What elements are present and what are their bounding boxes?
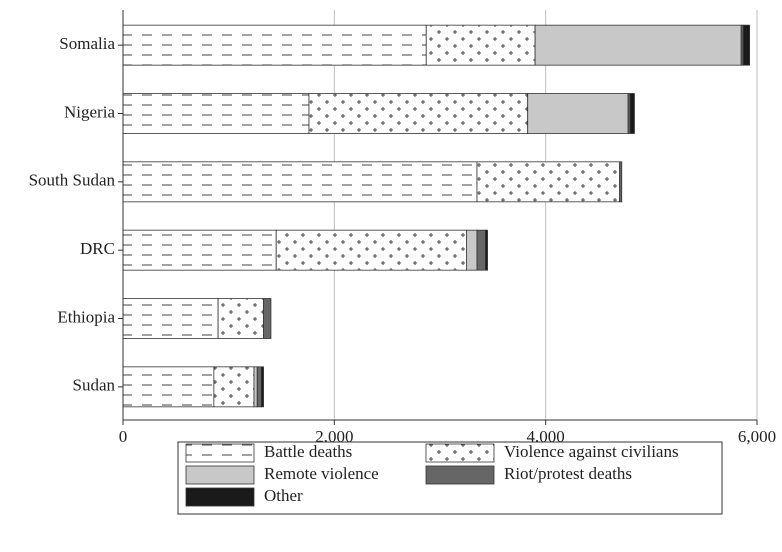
bar-sudan-remote-violence xyxy=(253,366,258,408)
bar-drc-other xyxy=(485,229,488,271)
legend-swatch-violence-against-civilians xyxy=(425,443,495,463)
x-tick-label-3: 6,000 xyxy=(738,427,776,446)
x-tick-label-2: 4,000 xyxy=(527,427,565,446)
bar-ethiopia-violence-against-civilians xyxy=(217,298,264,339)
bar-drc-remote-violence xyxy=(466,229,478,271)
legend-swatch-riot-protest-deaths xyxy=(425,465,495,485)
category-label-drc: DRC xyxy=(80,239,115,258)
bar-drc-riot-protest-deaths xyxy=(476,229,486,271)
legend-label-violence-against-civilians: Violence against civilians xyxy=(504,442,679,461)
grid-lines xyxy=(333,10,758,420)
bar-somalia-battle-deaths xyxy=(122,24,427,66)
bar-somalia-other xyxy=(742,24,751,66)
bar-south-sudan-violence-against-civilians xyxy=(476,161,621,203)
category-label-south-sudan: South Sudan xyxy=(29,171,116,190)
x-tick-label-1: 2,000 xyxy=(315,427,353,446)
bar-ethiopia-riot-protest-deaths xyxy=(263,298,272,339)
bar-south-sudan-battle-deaths xyxy=(122,161,478,203)
legend-swatch-battle-deaths xyxy=(185,443,255,463)
bar-sudan-battle-deaths xyxy=(122,366,215,408)
bar-nigeria-remote-violence xyxy=(527,93,629,134)
x-tick-labels: 0 2,000 4,000 6,000 xyxy=(119,427,776,446)
bar-ethiopia-battle-deaths xyxy=(122,298,219,339)
legend-label-riot-protest-deaths: Riot/protest deaths xyxy=(504,464,632,483)
bars-layer xyxy=(122,24,751,408)
bar-nigeria-violence-against-civilians xyxy=(308,93,529,134)
category-label-sudan: Sudan xyxy=(73,376,116,395)
category-label-nigeria: Nigeria xyxy=(64,102,115,121)
legend-swatch-other xyxy=(185,487,255,507)
bar-somalia-violence-against-civilians xyxy=(425,24,536,66)
bar-nigeria-battle-deaths xyxy=(122,93,310,134)
legend-swatch-remote-violence xyxy=(185,465,255,485)
x-tick-label-0: 0 xyxy=(119,427,128,446)
legend-label-other: Other xyxy=(264,486,303,505)
bar-nigeria-other xyxy=(629,93,635,134)
category-label-ethiopia: Ethiopia xyxy=(57,307,115,326)
bar-south-sudan-riot-protest-deaths xyxy=(619,161,623,203)
bar-sudan-violence-against-civilians xyxy=(213,366,255,408)
category-labels: Somalia Nigeria South Sudan DRC Ethiopia Suda… xyxy=(29,34,116,395)
legend: Battle deaths Violence against civilians R… xyxy=(177,441,723,515)
category-label-somalia: Somalia xyxy=(59,34,115,53)
bar-drc-violence-against-civilians xyxy=(275,229,467,271)
bar-sudan-riot-protest-deaths xyxy=(256,366,262,408)
axes-layer xyxy=(118,10,758,425)
bar-drc-battle-deaths xyxy=(122,229,277,271)
legend-label-battle-deaths: Battle deaths xyxy=(264,442,352,461)
legend-label-remote-violence: Remote violence xyxy=(264,464,379,483)
bar-sudan-other xyxy=(261,366,264,408)
bar-somalia-remote-violence xyxy=(534,24,742,66)
